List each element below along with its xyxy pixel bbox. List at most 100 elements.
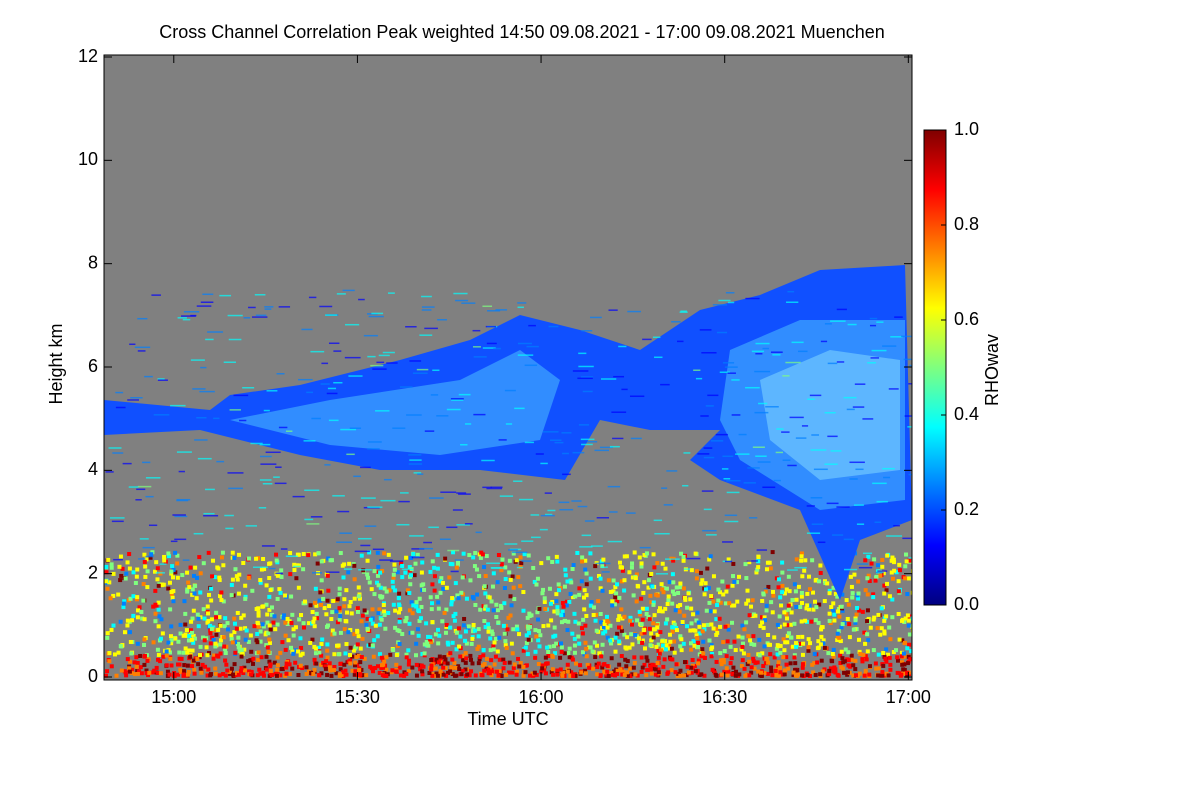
field-cell: [609, 641, 614, 646]
field-cell: [863, 654, 868, 659]
field-cell: [617, 595, 622, 600]
field-cell: [265, 620, 270, 625]
field-cell: [258, 671, 263, 676]
field-cell: [577, 586, 582, 591]
field-cell: [325, 623, 330, 628]
field-cell: [577, 641, 582, 646]
field-cell: [187, 634, 192, 639]
field-cell: [576, 621, 581, 626]
field-cell: [289, 620, 294, 625]
field-cell: [780, 570, 785, 575]
field-cell: [157, 614, 162, 619]
field-cell: [343, 618, 348, 623]
field-cell: [484, 554, 489, 559]
field-cell: [876, 673, 881, 678]
field-cell: [346, 453, 355, 456]
field-cell: [407, 591, 412, 596]
field-cell: [725, 623, 730, 628]
field-cell: [772, 635, 777, 640]
field-cell: [228, 338, 242, 341]
field-cell: [207, 592, 212, 597]
field-cell: [649, 671, 654, 676]
field-cell: [560, 600, 565, 605]
field-cell: [611, 411, 627, 413]
field-cell: [216, 654, 221, 659]
field-cell: [459, 590, 464, 595]
field-cell: [375, 410, 390, 412]
field-cell: [178, 667, 183, 672]
field-cell: [715, 630, 720, 635]
field-cell: [359, 619, 364, 624]
field-cell: [572, 650, 577, 655]
field-cell: [168, 634, 173, 639]
field-cell: [559, 645, 564, 650]
field-cell: [902, 662, 907, 667]
field-cell: [352, 632, 357, 637]
field-cell: [440, 619, 445, 624]
field-cell: [370, 643, 375, 648]
field-cell: [607, 485, 621, 488]
field-cell: [639, 631, 644, 636]
field-cell: [525, 652, 530, 657]
field-cell: [157, 379, 168, 381]
field-cell: [856, 596, 861, 601]
field-cell: [222, 644, 227, 649]
field-cell: [581, 595, 586, 600]
field-cell: [195, 612, 200, 617]
field-cell: [535, 576, 540, 581]
field-cell: [567, 646, 572, 651]
field-cell: [895, 655, 900, 660]
field-cell: [181, 315, 196, 317]
field-cell: [249, 672, 254, 677]
field-cell: [424, 621, 429, 626]
field-cell: [699, 581, 704, 586]
field-cell: [766, 584, 771, 589]
field-cell: [229, 409, 241, 411]
field-cell: [764, 567, 769, 572]
field-cell: [571, 673, 576, 678]
field-cell: [511, 665, 516, 670]
field-cell: [128, 639, 133, 644]
field-cell: [760, 598, 765, 603]
field-cell: [190, 616, 195, 621]
field-cell: [836, 673, 841, 678]
field-cell: [740, 623, 745, 628]
field-cell: [370, 364, 384, 367]
field-cell: [353, 475, 361, 478]
field-cell: [109, 565, 114, 570]
field-cell: [483, 625, 488, 630]
field-cell: [450, 672, 455, 677]
field-cell: [888, 667, 893, 672]
field-cell: [901, 651, 906, 656]
field-cell: [357, 668, 362, 673]
field-cell: [555, 668, 560, 673]
field-cell: [872, 482, 887, 485]
field-cell: [378, 570, 383, 575]
field-cell: [229, 637, 234, 642]
field-cell: [446, 670, 451, 675]
field-cell: [685, 605, 690, 610]
field-cell: [202, 638, 207, 643]
field-cell: [292, 495, 305, 498]
field-cell: [642, 338, 652, 341]
field-cell: [459, 672, 464, 677]
field-cell: [697, 631, 702, 636]
field-cell: [645, 658, 650, 663]
field-cell: [413, 472, 422, 474]
field-cell: [159, 617, 164, 622]
field-cell: [865, 592, 870, 597]
field-cell: [114, 673, 119, 678]
field-cell: [725, 639, 730, 644]
field-cell: [263, 632, 268, 637]
field-cell: [904, 559, 909, 564]
field-cell: [319, 602, 324, 607]
field-cell: [464, 423, 472, 425]
field-cell: [191, 608, 196, 613]
field-cell: [699, 329, 712, 331]
field-cell: [545, 513, 553, 516]
field-cell: [229, 666, 234, 671]
field-cell: [784, 587, 789, 592]
field-cell: [540, 666, 545, 671]
field-cell: [540, 462, 548, 465]
field-cell: [686, 670, 691, 675]
